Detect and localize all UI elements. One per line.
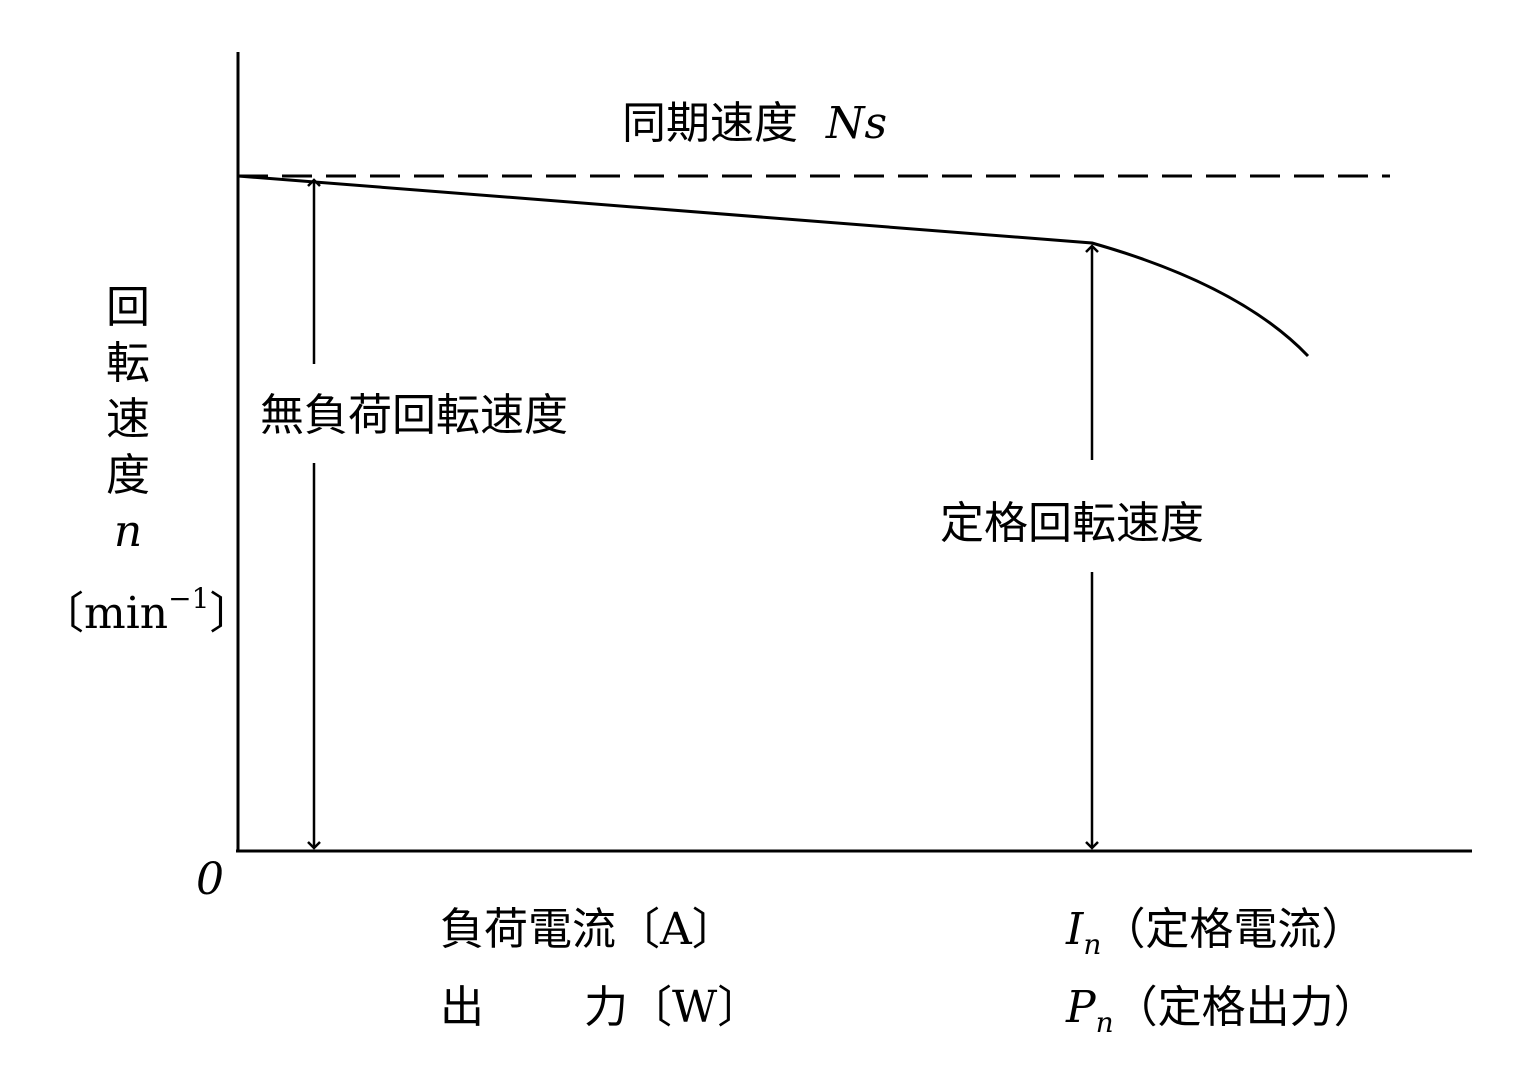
y-axis-symbol: n: [113, 506, 143, 557]
origin-label: 0: [196, 854, 224, 905]
y-axis-label: 回 転 速 度 n: [100, 280, 156, 560]
rated-speed-label: 定格回転速度: [940, 498, 1204, 549]
y-axis-unit: 〔min−1〕: [40, 582, 254, 639]
no-load-speed-label: 無負荷回転速度: [260, 390, 568, 441]
sync-speed-symbol: Ns: [825, 98, 888, 149]
x-label-output: 出力〔W〕: [440, 982, 762, 1033]
speed-curve: [237, 174, 1310, 358]
rated-current-label: In（定格電流）: [1066, 904, 1366, 961]
x-label-current: 負荷電流〔A〕: [440, 904, 736, 955]
rated-output-label: Pn（定格出力）: [1066, 982, 1378, 1039]
sync-speed-label: 同期速度 Ns: [622, 98, 888, 149]
